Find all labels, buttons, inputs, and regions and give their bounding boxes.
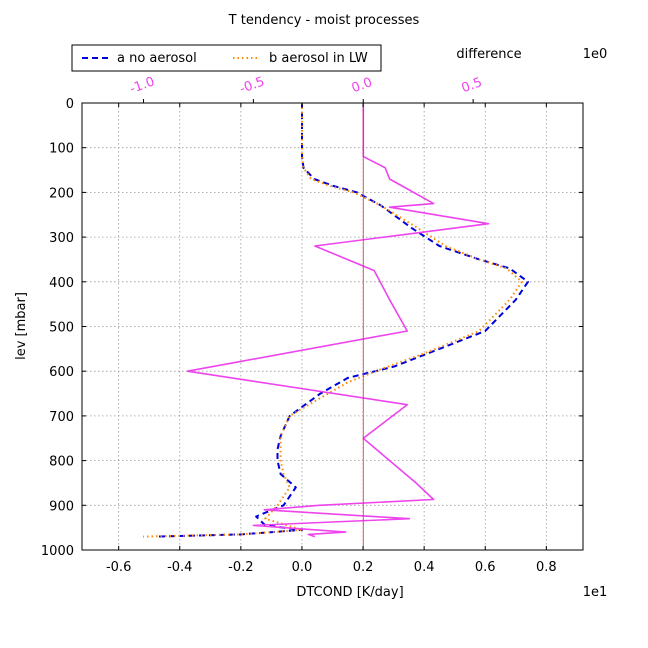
series-line-a-no-aerosol xyxy=(155,103,529,538)
y-axis-title: lev [mbar] xyxy=(14,292,29,360)
x-axis-title: DTCOND [K/day] xyxy=(296,585,403,600)
y-tick-label: 1000 xyxy=(41,544,74,559)
grid-layer xyxy=(82,103,583,550)
x-tick-label: -0.6 xyxy=(106,560,131,575)
top-scale-label: 1e0 xyxy=(583,47,608,62)
y-tick-label: 100 xyxy=(49,142,74,157)
y-tick-label: 400 xyxy=(49,276,74,291)
legend-label-b-aerosol-in-lw: b aerosol in LW xyxy=(269,51,368,66)
y-tick-label: 200 xyxy=(49,186,74,201)
legend-frame xyxy=(71,44,382,72)
top-tick-label: -1.0 xyxy=(128,74,157,97)
x-tick-label: 0.0 xyxy=(292,560,313,575)
y-tick-label: 600 xyxy=(49,365,74,380)
series-line-difference xyxy=(186,103,490,538)
series-layer xyxy=(143,103,529,538)
plot-area xyxy=(82,103,583,550)
x-tick-label: 0.2 xyxy=(353,560,374,575)
top-tick-label: 0.0 xyxy=(350,75,375,96)
y-tick-label: 700 xyxy=(49,410,74,425)
y-tick-label: 800 xyxy=(49,455,74,470)
y-tick-label: 300 xyxy=(49,231,74,246)
top-axis-title: difference xyxy=(456,47,521,62)
top-tick-label: -0.5 xyxy=(238,74,267,97)
x-tick-label: 0.8 xyxy=(536,560,557,575)
legend: a no aerosol b aerosol in LW xyxy=(71,44,382,72)
x-tick-label: 0.4 xyxy=(414,560,435,575)
y-tick-label: 0 xyxy=(66,97,74,112)
y-tick-label: 500 xyxy=(49,321,74,336)
chart-title: T tendency - moist processes xyxy=(228,13,420,28)
x-tick-label: -0.2 xyxy=(228,560,253,575)
legend-label-a-no-aerosol: a no aerosol xyxy=(117,51,197,66)
x-tick-label: -0.4 xyxy=(167,560,192,575)
x-tick-label: 0.6 xyxy=(475,560,496,575)
top-tick-label: 0.5 xyxy=(460,75,485,96)
y-tick-label: 900 xyxy=(49,499,74,514)
tick-layer: -0.6 -0.4 -0.2 0.0 0.2 0.4 0.6 0.8 0 100 200 300 400… xyxy=(41,74,583,575)
x-scale-label: 1e1 xyxy=(583,585,608,600)
